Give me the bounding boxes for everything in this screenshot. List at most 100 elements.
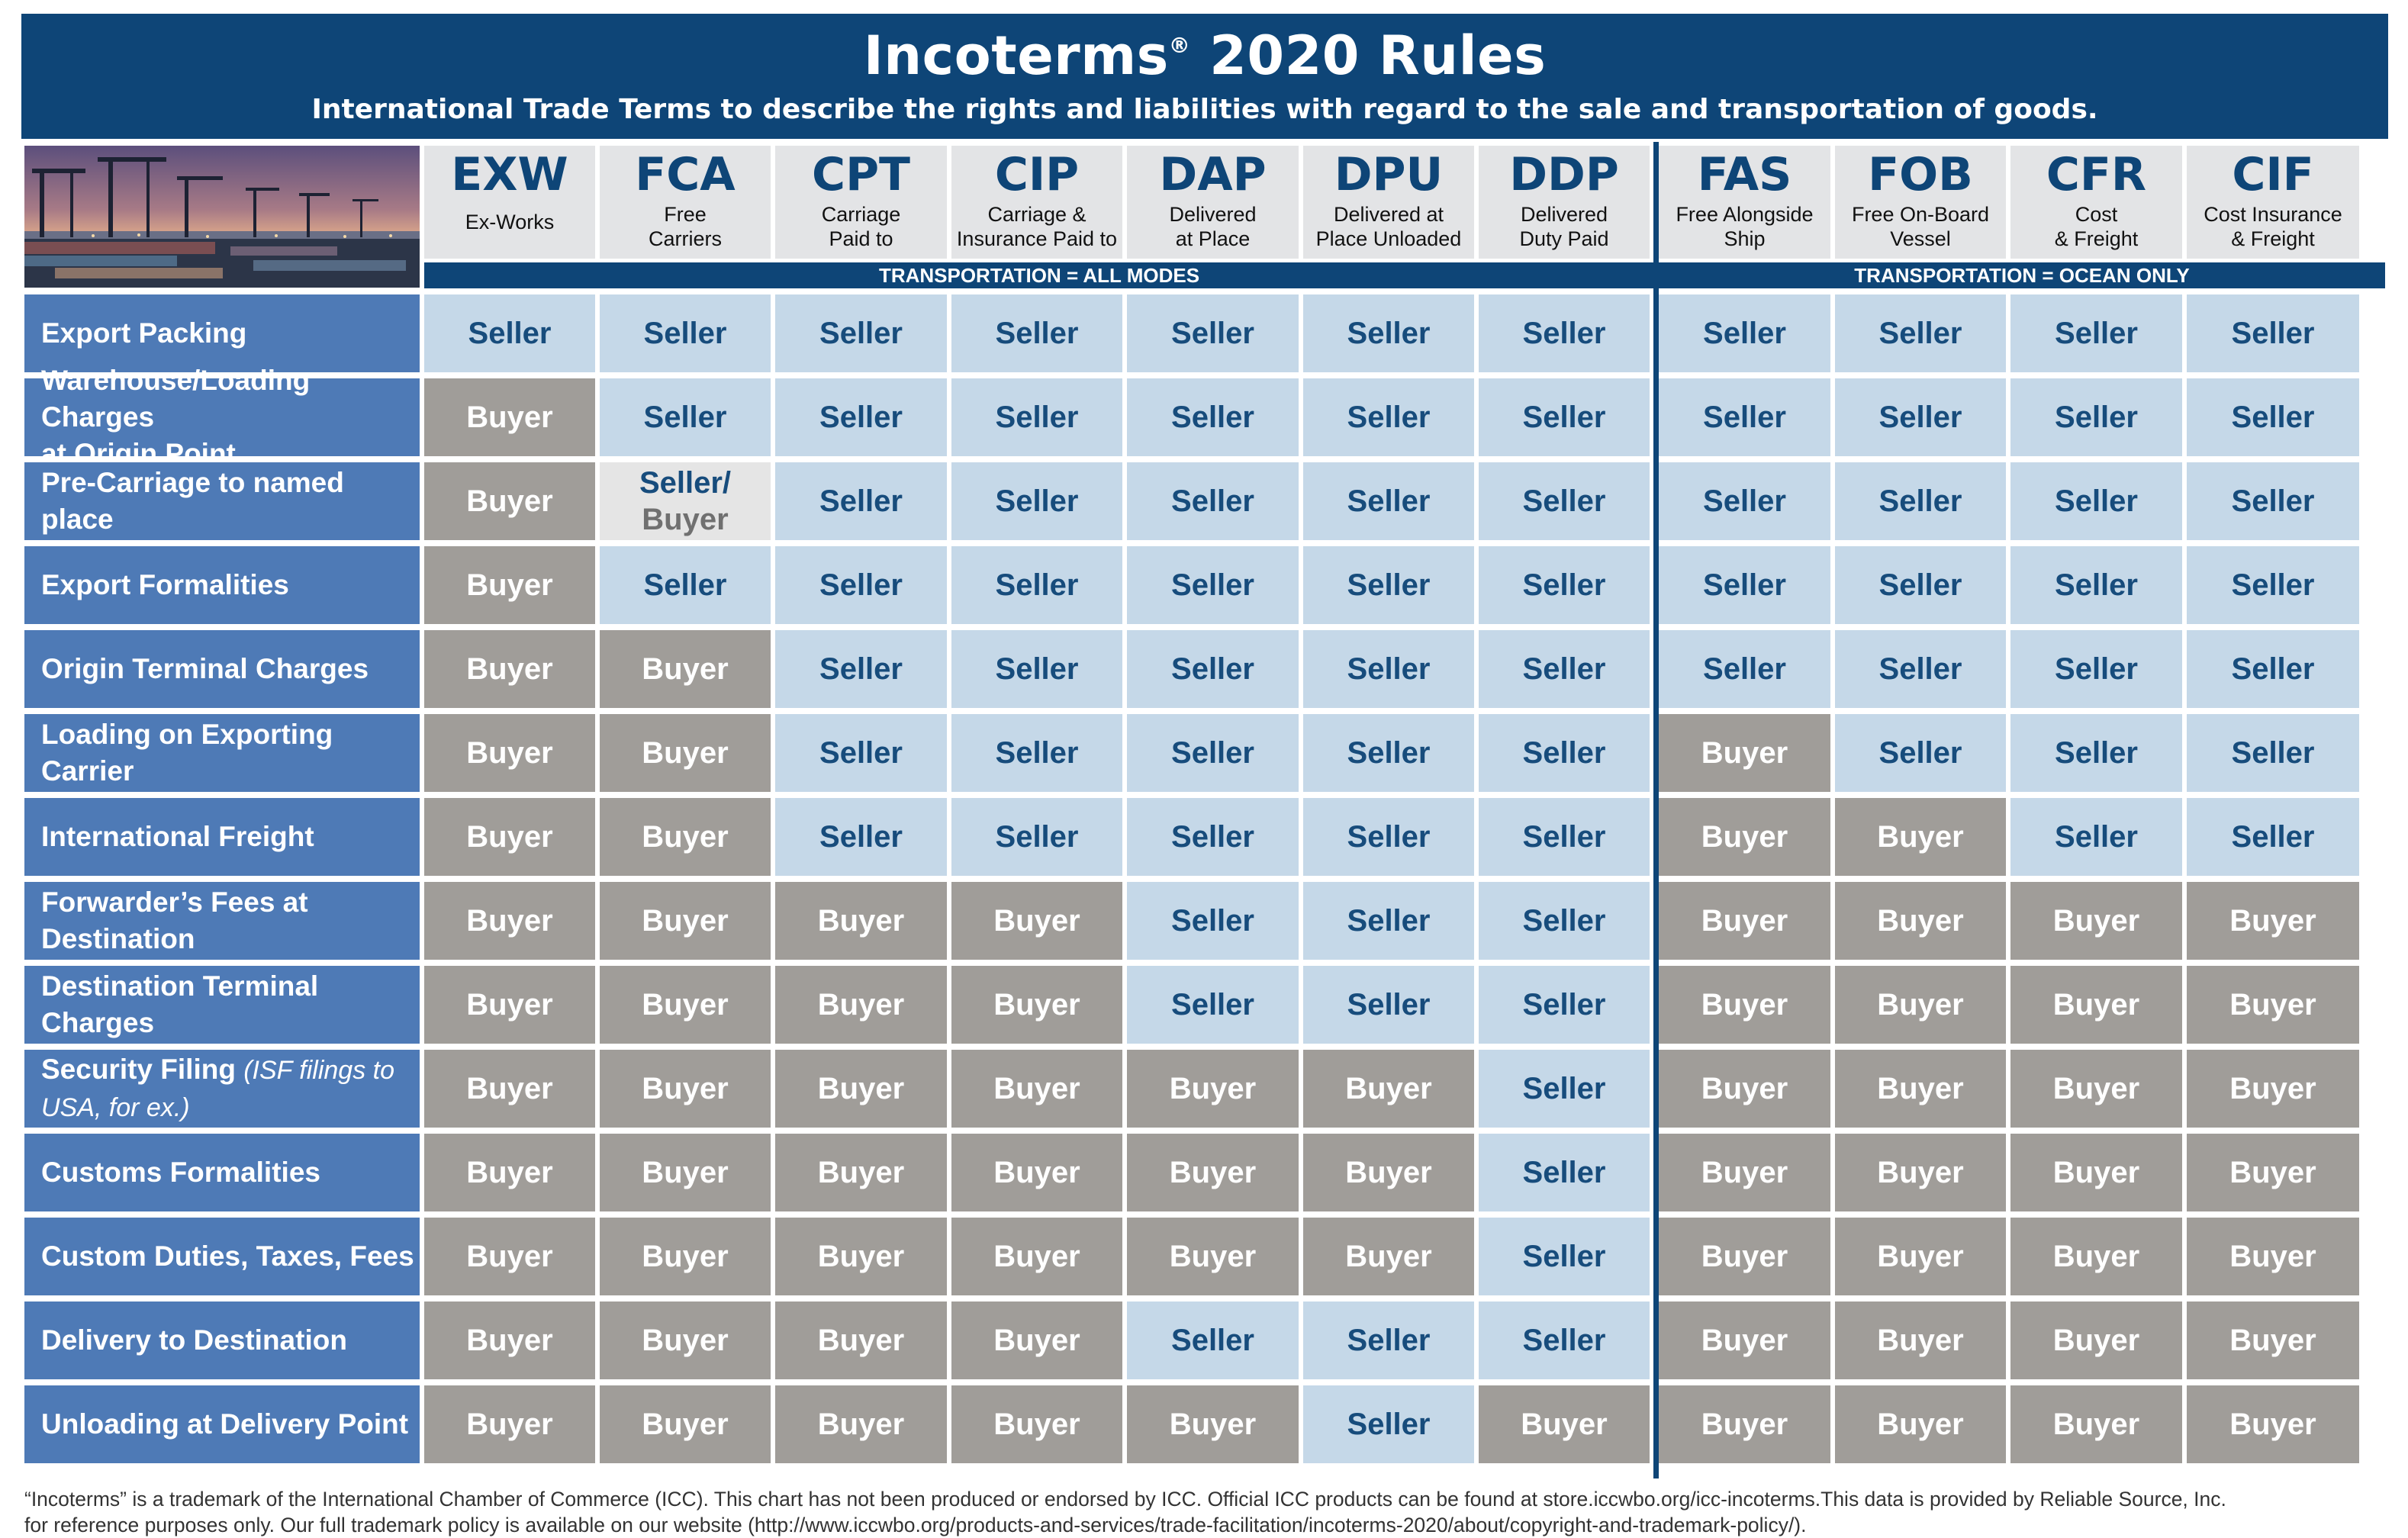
title-banner: Incoterms® 2020 Rules International Trad… (21, 14, 2388, 139)
responsibility-cell: Buyer (600, 1218, 771, 1295)
responsibility-cell: Buyer (600, 714, 771, 792)
responsibility-cell: Buyer (775, 1218, 947, 1295)
responsibility-cell: Seller (1479, 714, 1650, 792)
responsibility-cell: Buyer (424, 1302, 595, 1379)
row-label-text: Warehouse/Loading Charges at Origin Point (41, 362, 420, 472)
row-label-line-1: International Freight (41, 821, 314, 852)
responsibility-cell: Seller (775, 630, 947, 708)
responsibility-cell: Buyer (424, 882, 595, 960)
row-label-line-1: Loading on Exporting Carrier (41, 719, 333, 787)
row-label: Loading on Exporting Carrier (24, 714, 420, 792)
responsibility-cell: Seller (1479, 882, 1650, 960)
responsibility-cell: Seller (1479, 1134, 1650, 1211)
responsibility-cell: Buyer (2187, 1050, 2359, 1128)
responsibility-cell: Buyer (1127, 1134, 1299, 1211)
term-description: Carriage (821, 203, 901, 226)
responsibility-cell: Seller (2187, 462, 2359, 540)
responsibility-cell: Buyer (775, 1050, 947, 1128)
row-label: Forwarder’s Fees at Destination (24, 882, 420, 960)
row-label-line-1: Pre-Carriage to named place (41, 467, 344, 535)
responsibility-cell: Seller (1303, 966, 1474, 1044)
row-label-text: Security Filing (ISF filings to USA, for … (41, 1051, 394, 1126)
term-code: CIF (2232, 148, 2314, 201)
title-rest: 2020 Rules (1190, 24, 1547, 87)
term-description: Free On-Board (1851, 203, 1990, 226)
responsibility-cell: Seller (775, 462, 947, 540)
responsibility-cell: Seller (1479, 1050, 1650, 1128)
responsibility-cell: Seller (1659, 294, 1830, 372)
responsibility-cell: Buyer (951, 1134, 1122, 1211)
responsibility-cell: Seller (1127, 882, 1299, 960)
responsibility-cell: Seller (2010, 714, 2182, 792)
responsibility-cell: Seller (2187, 546, 2359, 624)
responsibility-cell: Seller (1835, 714, 2006, 792)
responsibility-cell: Buyer (951, 1302, 1122, 1379)
term-description: Delivered at (1333, 203, 1444, 226)
responsibility-cell: Buyer (1659, 798, 1830, 876)
responsibility-cell-mixed: Seller/Buyer (600, 462, 771, 540)
responsibility-cell: Buyer (775, 1134, 947, 1211)
responsibility-cell: Seller (1479, 798, 1650, 876)
responsibility-cell: Seller (600, 546, 771, 624)
row-label-line-1: Delivery to Destination (41, 1324, 347, 1356)
responsibility-cell: Buyer (2187, 966, 2359, 1044)
row-label-text: Unloading at Delivery Point (41, 1406, 408, 1443)
responsibility-cell: Seller (1303, 798, 1474, 876)
responsibility-cell: Seller (600, 294, 771, 372)
responsibility-cell: Buyer (600, 1050, 771, 1128)
term-header-cip: CIP Carriage & Insurance Paid to (951, 146, 1122, 259)
term-description: Free (664, 203, 707, 226)
responsibility-cell: Seller (775, 378, 947, 456)
footnote-line-1: “Incoterms” is a trademark of the Intern… (24, 1488, 2226, 1511)
responsibility-cell: Buyer (1659, 1050, 1830, 1128)
term-header-exw: EXW Ex-Works (424, 146, 595, 259)
responsibility-cell: Seller (1479, 966, 1650, 1044)
row-label-text: Loading on Exporting Carrier (41, 716, 420, 790)
responsibility-cell: Buyer (424, 462, 595, 540)
responsibility-cell: Buyer (424, 546, 595, 624)
responsibility-cell: Buyer (2010, 1218, 2182, 1295)
responsibility-cell: Seller (1659, 462, 1830, 540)
row-label-text: Custom Duties, Taxes, Fees (41, 1238, 414, 1275)
row-label-text: Export Formalities (41, 567, 289, 603)
term-description-line-2: Vessel (1890, 227, 1951, 250)
responsibility-cell: Buyer (2010, 882, 2182, 960)
page-title: Incoterms® 2020 Rules (21, 14, 2388, 82)
port-photo (24, 146, 420, 288)
responsibility-cell: Buyer (424, 1134, 595, 1211)
row-label-line-1: Forwarder’s Fees at (41, 886, 308, 918)
responsibility-cell: Buyer (424, 798, 595, 876)
responsibility-cell: Seller (1835, 294, 2006, 372)
responsibility-cell: Seller (1835, 630, 2006, 708)
responsibility-cell: Seller (1127, 378, 1299, 456)
responsibility-cell: Seller (951, 294, 1122, 372)
row-label-line-1: Origin Terminal Charges (41, 653, 369, 684)
responsibility-cell: Seller (1479, 294, 1650, 372)
row-label-text: Export Packing (41, 315, 246, 352)
responsibility-cell: Seller (951, 546, 1122, 624)
row-label-text: Pre-Carriage to named place (41, 465, 420, 538)
responsibility-cell: Buyer (2010, 966, 2182, 1044)
responsibility-cell: Seller (1127, 462, 1299, 540)
term-code: DDP (1509, 148, 1619, 201)
term-code: CFR (2046, 148, 2147, 201)
responsibility-cell: Seller (2010, 294, 2182, 372)
term-code: FCA (635, 148, 736, 201)
responsibility-cell: Seller (1659, 546, 1830, 624)
responsibility-cell: Seller (1835, 462, 2006, 540)
term-header-cif: CIF Cost Insurance & Freight (2187, 146, 2359, 259)
mode-bar-ocean-only: TRANSPORTATION = OCEAN ONLY (1659, 262, 2385, 288)
responsibility-cell: Buyer (600, 1134, 771, 1211)
responsibility-seller-part: Seller/ (639, 466, 732, 500)
responsibility-cell: Seller (1835, 378, 2006, 456)
term-description: Ex-Works (465, 211, 555, 233)
responsibility-cell: Buyer (1127, 1218, 1299, 1295)
responsibility-cell: Seller (1127, 966, 1299, 1044)
responsibility-cell: Seller (1303, 546, 1474, 624)
row-label-note: (ISF filings to (243, 1056, 394, 1085)
responsibility-cell: Seller (1479, 462, 1650, 540)
trademark-footnote: “Incoterms” is a trademark of the Intern… (24, 1486, 2390, 1538)
term-description-line-2: & Freight (2054, 227, 2139, 250)
responsibility-cell: Buyer (424, 378, 595, 456)
responsibility-cell: Buyer (1835, 1134, 2006, 1211)
